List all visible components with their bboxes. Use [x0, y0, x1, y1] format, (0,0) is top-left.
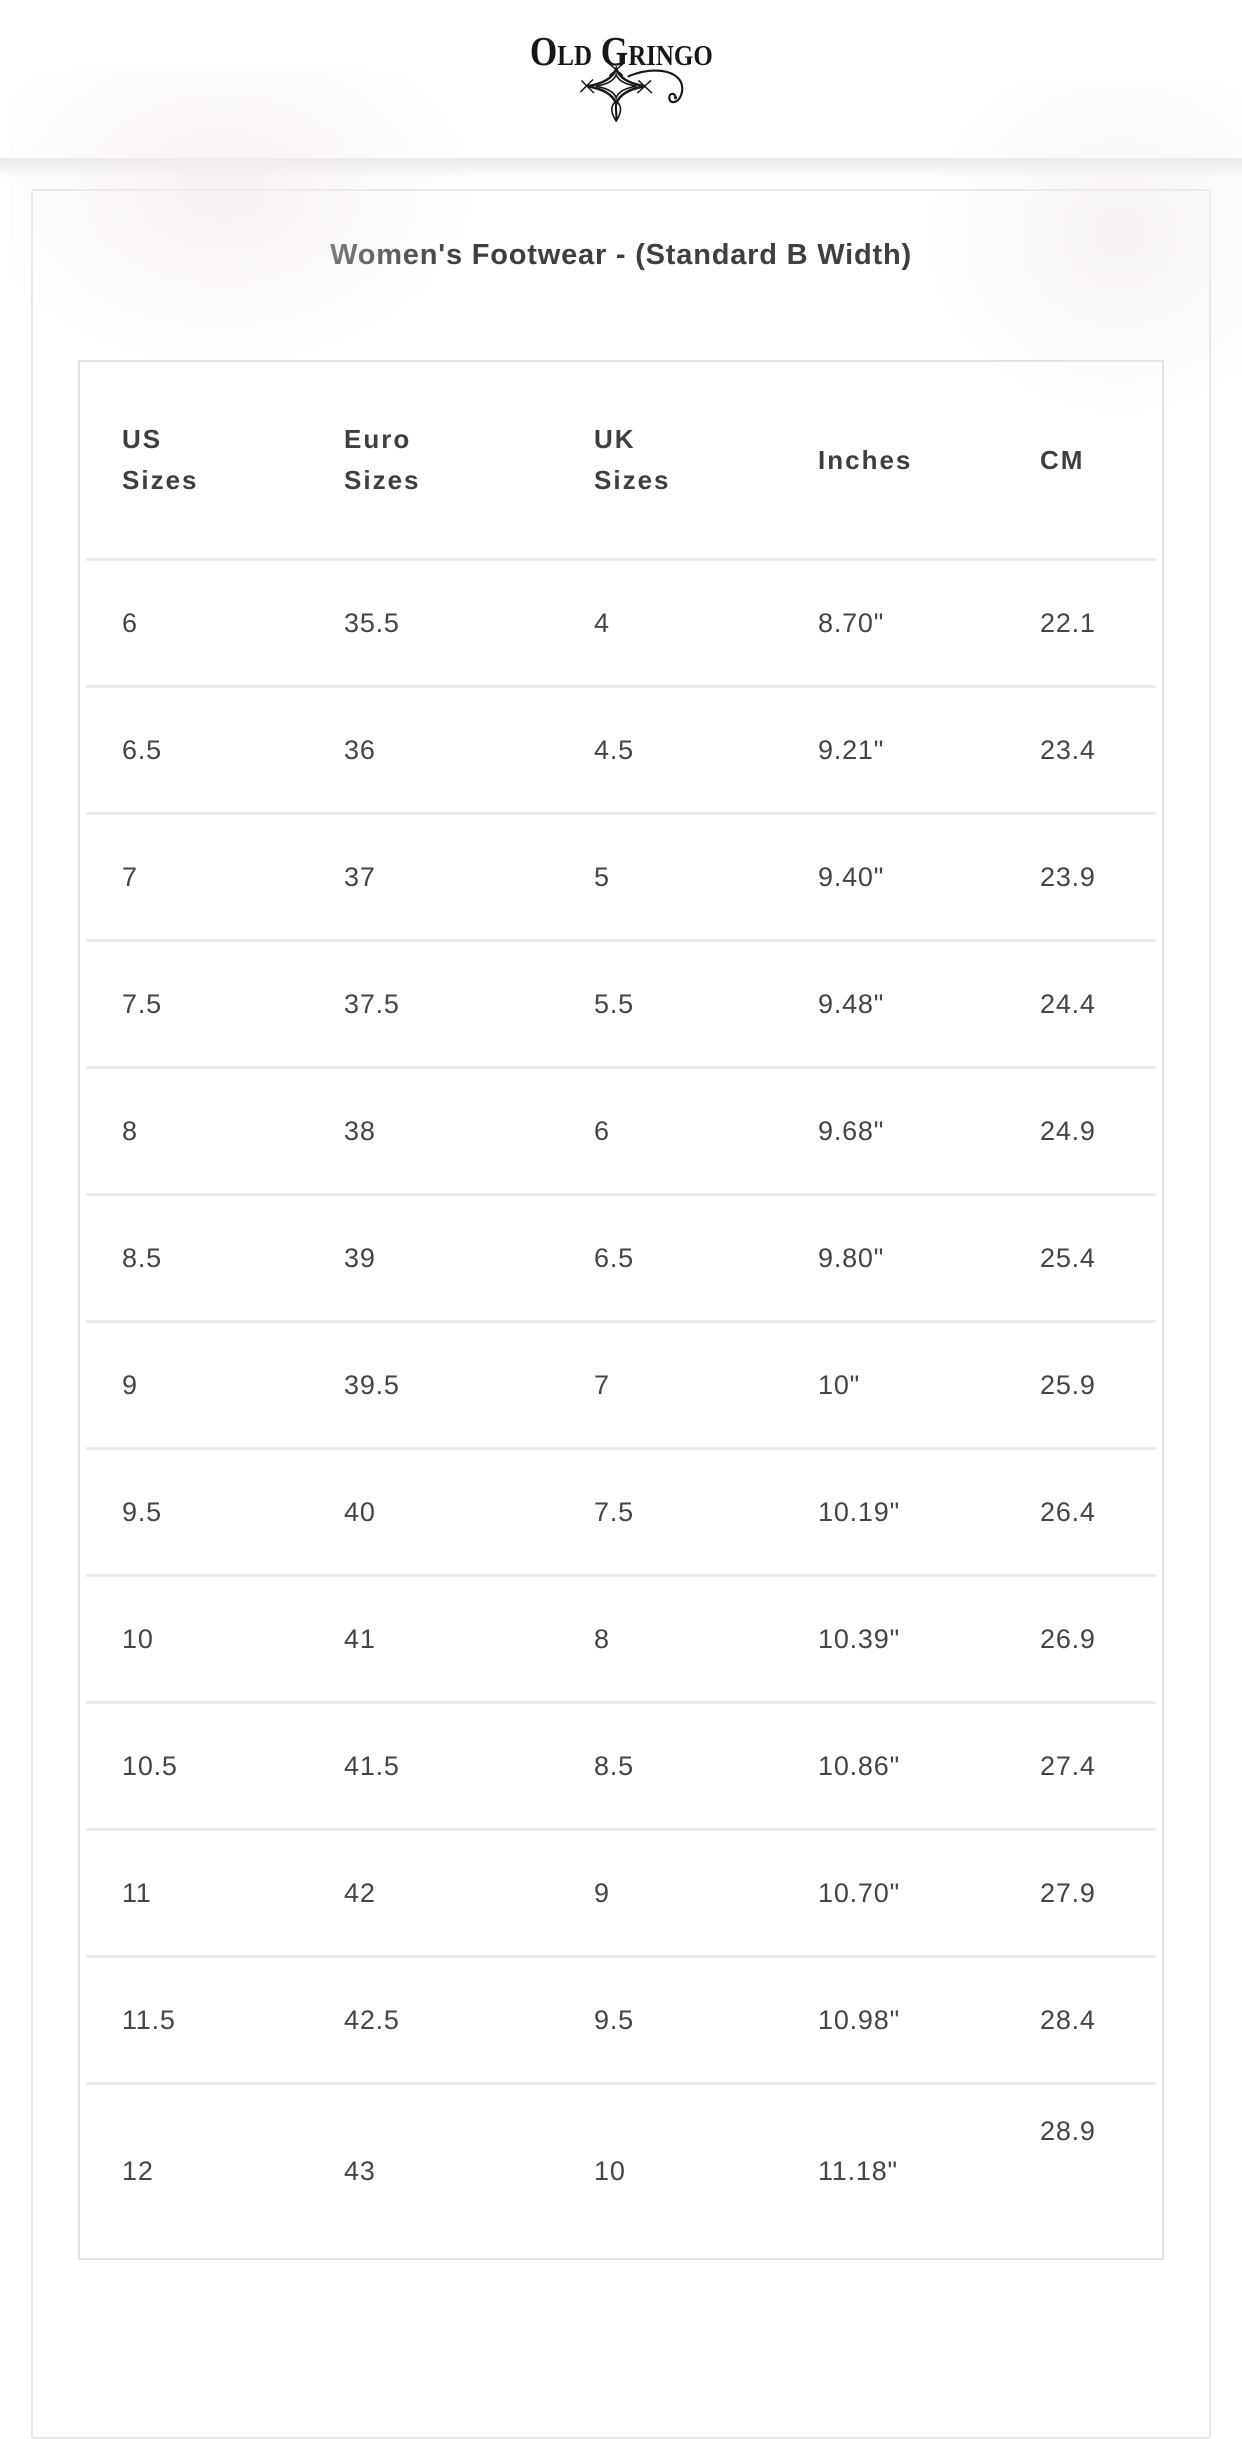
- table-cell: 10.86": [782, 1704, 1004, 1831]
- table-cell: 38: [308, 1069, 558, 1196]
- table-cell: 7: [86, 815, 308, 942]
- table-cell: 42.5: [308, 1958, 558, 2085]
- table-cell: 41.5: [308, 1704, 558, 1831]
- main-content: Women's Footwear - (Standard B Width) US…: [0, 189, 1242, 2439]
- table-cell: 4: [558, 561, 782, 688]
- table-cell: 11: [86, 1831, 308, 1958]
- table-cell: 9: [86, 1323, 308, 1450]
- table-cell: 24.4: [1004, 942, 1156, 1069]
- size-chart-table: US Sizes Euro Sizes UK Sizes Inches CM 6…: [86, 362, 1156, 2258]
- table-cell: 11.18": [818, 2156, 898, 2186]
- header-divider: [0, 158, 1242, 178]
- table-row: 9.5 40 7.5 10.19" 26.4: [86, 1450, 1156, 1577]
- table-cell: 5.5: [558, 942, 782, 1069]
- table-cell: 43: [344, 2156, 376, 2186]
- table-cell: 7.5: [558, 1450, 782, 1577]
- table-row: 11 42 9 10.70" 27.9: [86, 1831, 1156, 1958]
- logo-flourish-icon: [579, 62, 684, 123]
- table-cell: 8.5: [86, 1196, 308, 1323]
- table-cell: 41: [308, 1577, 558, 1704]
- table-row: 6.5 36 4.5 9.21" 23.4: [86, 688, 1156, 815]
- table-cell: 9.48": [782, 942, 1004, 1069]
- table-row: 10 41 8 10.39" 26.9: [86, 1577, 1156, 1704]
- table-row: 6 35.5 4 8.70" 22.1: [86, 561, 1156, 688]
- site-header: Old Gringo: [0, 0, 1242, 420]
- table-cell: 25.4: [1004, 1196, 1156, 1323]
- size-chart-table-wrap: US Sizes Euro Sizes UK Sizes Inches CM 6…: [78, 360, 1164, 2260]
- table-row: 12 43 10 11.18" 28.9: [86, 2085, 1156, 2258]
- table-header-row: US Sizes Euro Sizes UK Sizes Inches CM: [86, 362, 1156, 561]
- table-cell: 39: [308, 1196, 558, 1323]
- table-cell: 9.68": [782, 1069, 1004, 1196]
- table-cell: 27.4: [1004, 1704, 1156, 1831]
- table-cell: 6.5: [86, 688, 308, 815]
- table-cell: 26.9: [1004, 1577, 1156, 1704]
- table-cell: 6: [558, 1069, 782, 1196]
- size-table-body: 6 35.5 4 8.70" 22.1 6.5 36 4.5 9.21" 23.4 7 37 5 9.40…: [86, 561, 1156, 2258]
- table-cell: 10.5: [86, 1704, 308, 1831]
- table-cell: 10: [594, 2156, 626, 2186]
- table-cell: 8.70": [782, 561, 1004, 688]
- page-title: Women's Footwear - (Standard B Width): [330, 239, 912, 271]
- table-cell: 9.21": [782, 688, 1004, 815]
- table-cell: 8: [86, 1069, 308, 1196]
- table-cell: 6: [86, 561, 308, 688]
- table-cell: 5: [558, 815, 782, 942]
- column-header-us-sizes: US Sizes: [86, 362, 308, 561]
- table-row: 8 38 6 9.68" 24.9: [86, 1069, 1156, 1196]
- table-row: 7 37 5 9.40" 23.9: [86, 815, 1156, 942]
- table-cell: 25.9: [1004, 1323, 1156, 1450]
- table-cell: 6.5: [558, 1196, 782, 1323]
- table-cell: 23.4: [1004, 688, 1156, 815]
- table-cell: 35.5: [308, 561, 558, 688]
- table-cell: 37.5: [308, 942, 558, 1069]
- table-row: 8.5 39 6.5 9.80" 25.4: [86, 1196, 1156, 1323]
- table-cell: 39.5: [308, 1323, 558, 1450]
- table-cell: 10": [782, 1323, 1004, 1450]
- table-cell: 11.5: [86, 1958, 308, 2085]
- table-cell: 8.5: [558, 1704, 782, 1831]
- column-header-uk-sizes: UK Sizes: [558, 362, 782, 561]
- table-cell: 27.9: [1004, 1831, 1156, 1958]
- table-cell: 10.70": [782, 1831, 1004, 1958]
- table-cell: 9.5: [558, 1958, 782, 2085]
- table-cell: 22.1: [1004, 561, 1156, 688]
- table-cell: 10.98": [782, 1958, 1004, 2085]
- table-cell: 9.40": [782, 815, 1004, 942]
- table-row: 11.5 42.5 9.5 10.98" 28.4: [86, 1958, 1156, 2085]
- table-cell: 8: [558, 1577, 782, 1704]
- table-cell: 9.80": [782, 1196, 1004, 1323]
- column-header-inches: Inches: [782, 362, 1004, 561]
- table-cell: 37: [308, 815, 558, 942]
- table-cell: 42: [308, 1831, 558, 1958]
- table-cell: 40: [308, 1450, 558, 1577]
- table-cell: 7: [558, 1323, 782, 1450]
- size-chart-card: Women's Footwear - (Standard B Width) US…: [31, 189, 1211, 2439]
- table-row: 9 39.5 7 10" 25.9: [86, 1323, 1156, 1450]
- table-cell: 23.9: [1004, 815, 1156, 942]
- table-cell: 28.4: [1004, 1958, 1156, 2085]
- table-cell: 28.9: [1040, 2116, 1096, 2146]
- table-cell: 24.9: [1004, 1069, 1156, 1196]
- table-cell: 26.4: [1004, 1450, 1156, 1577]
- table-cell: 10.19": [782, 1450, 1004, 1577]
- table-cell: 9.5: [86, 1450, 308, 1577]
- table-cell: 36: [308, 688, 558, 815]
- table-cell: 10.39": [782, 1577, 1004, 1704]
- table-cell: 10: [86, 1577, 308, 1704]
- table-cell: 9: [558, 1831, 782, 1958]
- brand-logo[interactable]: Old Gringo: [515, 28, 728, 123]
- column-header-cm: CM: [1004, 362, 1156, 561]
- table-cell: 12: [122, 2156, 154, 2186]
- table-row: 10.5 41.5 8.5 10.86" 27.4: [86, 1704, 1156, 1831]
- table-row: 7.5 37.5 5.5 9.48" 24.4: [86, 942, 1156, 1069]
- table-cell: 7.5: [86, 942, 308, 1069]
- brand-logo-text: Old Gringo: [529, 28, 713, 74]
- table-cell: 4.5: [558, 688, 782, 815]
- column-header-euro-sizes: Euro Sizes: [308, 362, 558, 561]
